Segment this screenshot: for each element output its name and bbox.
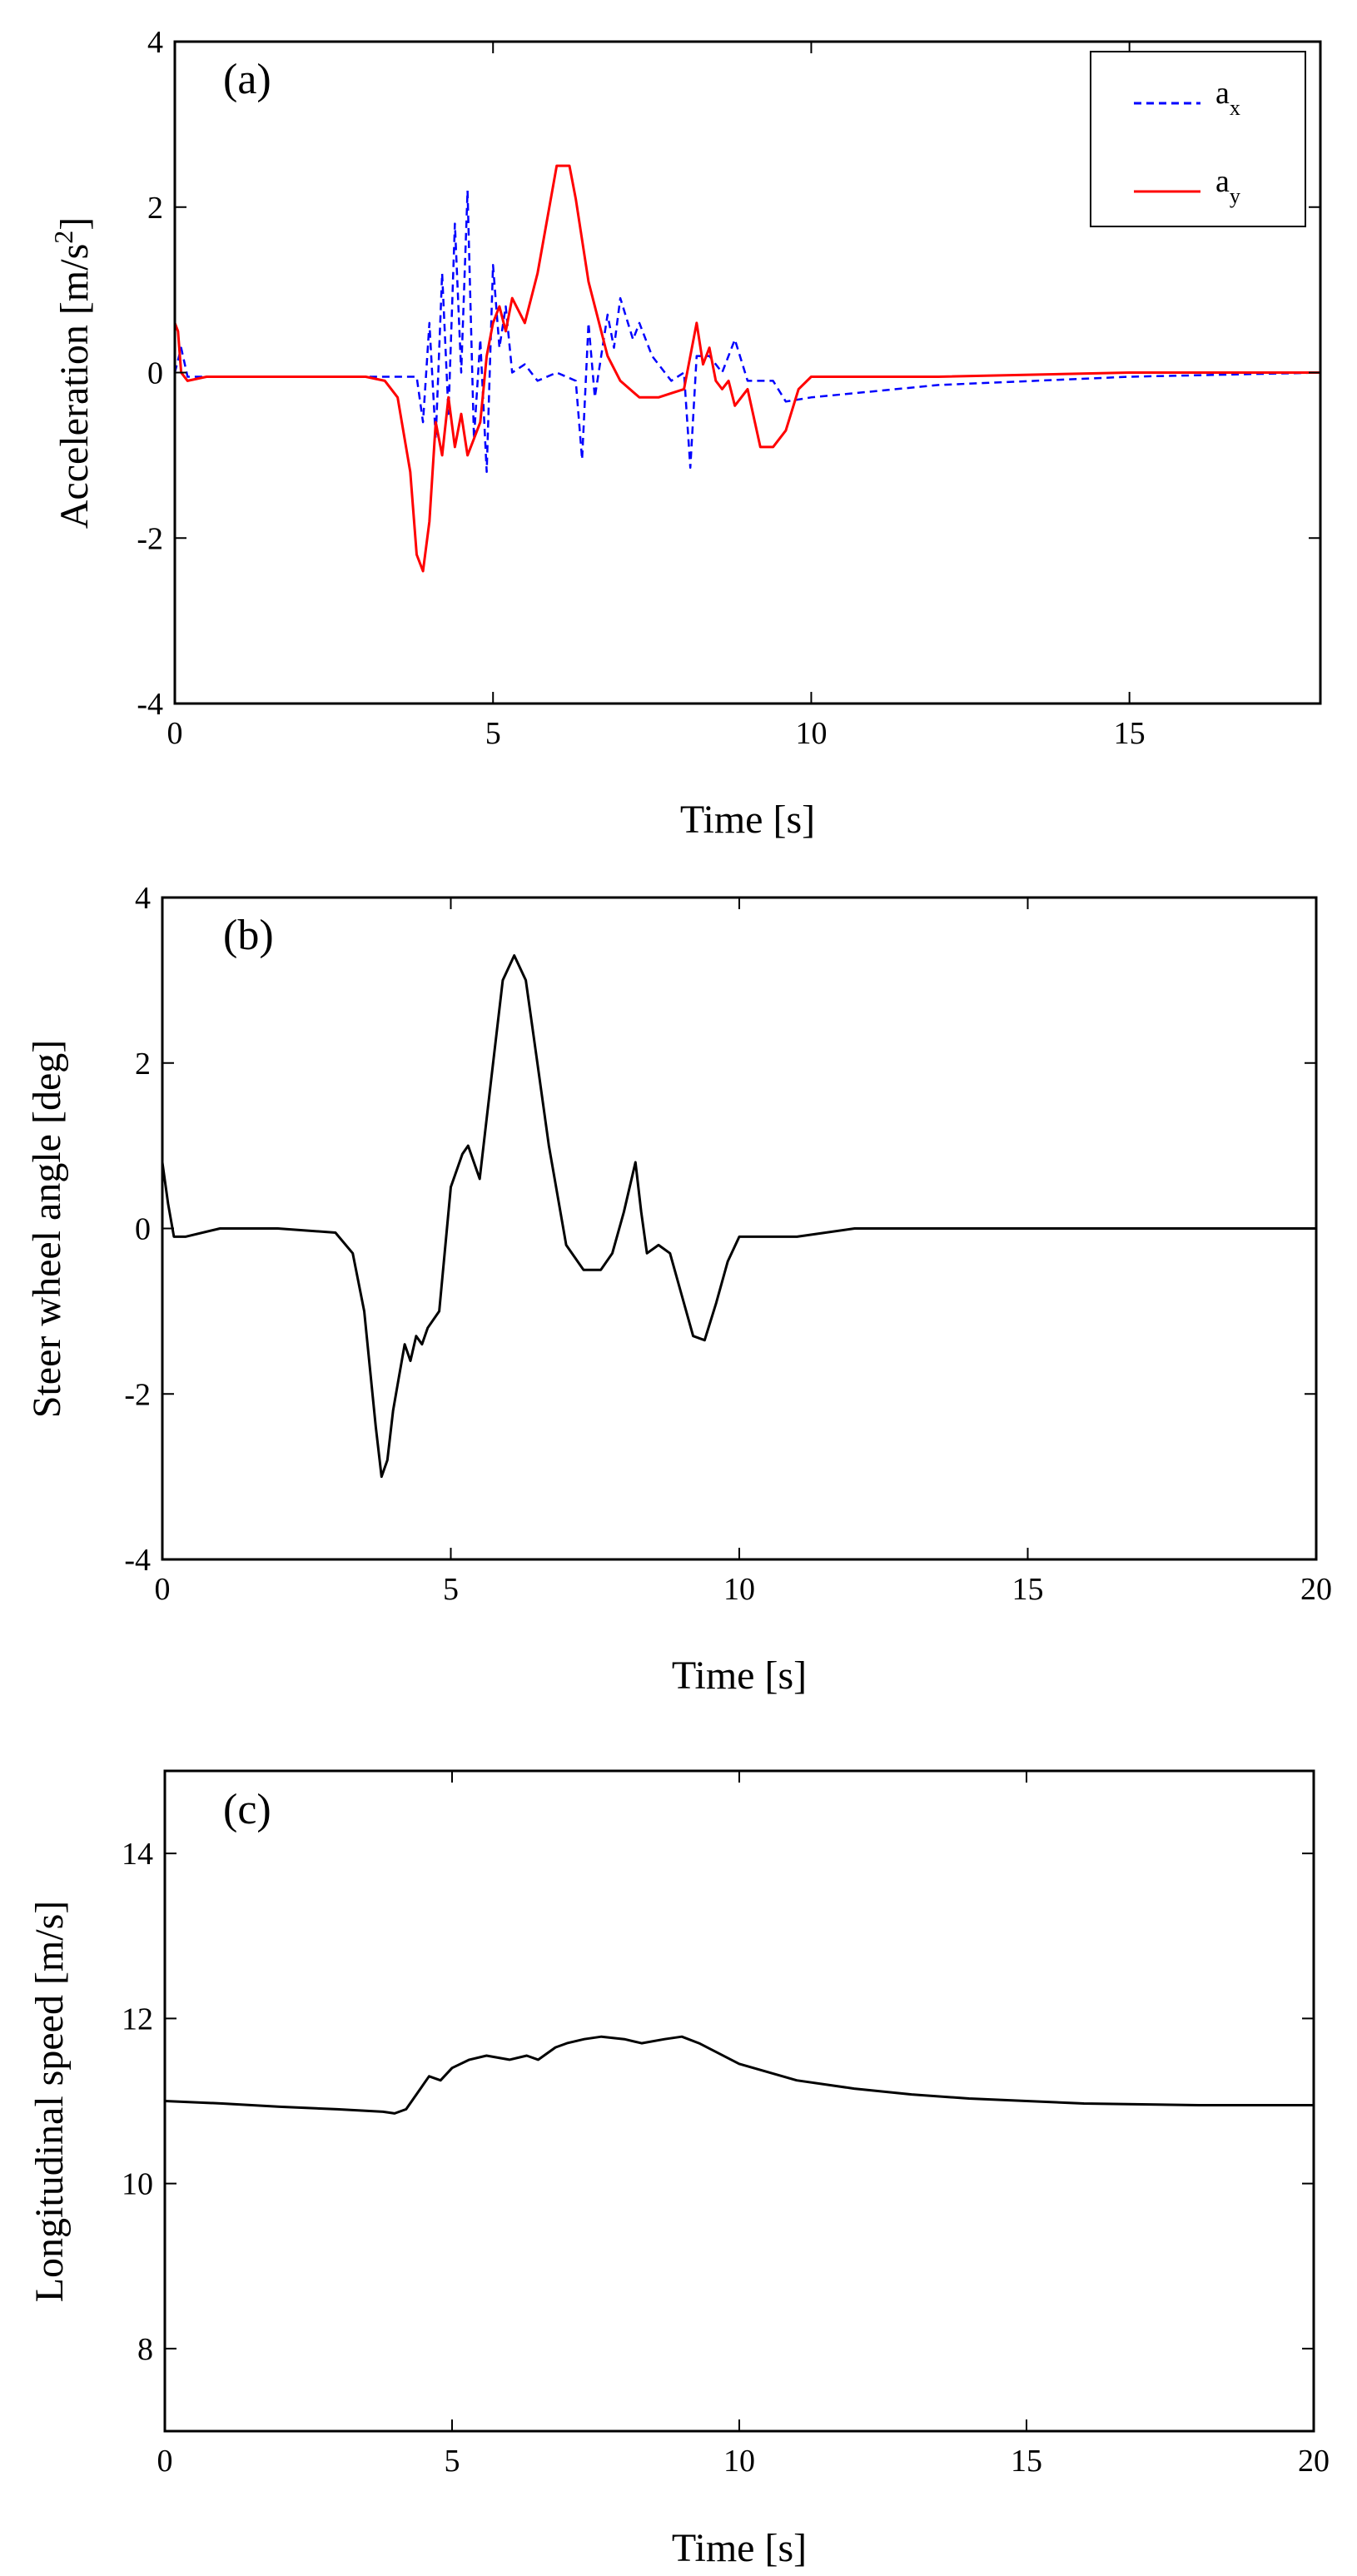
panel-a-ytick-label: -4 xyxy=(137,687,163,722)
panel-a-legend-ax-main: a xyxy=(1215,76,1230,111)
panel-c-series-0-line xyxy=(164,2035,1314,2115)
panel-b-ytick-label: 0 xyxy=(135,1212,151,1247)
panel-b-tag: (b) xyxy=(223,912,274,959)
panel-b-series-0-line xyxy=(161,954,1316,1479)
panel-c-series-group xyxy=(164,2035,1314,2115)
panel-c-xtick-label: 5 xyxy=(445,2444,460,2479)
panel-c-xtick-label: 10 xyxy=(723,2444,755,2479)
panel-c-ytick-label: 12 xyxy=(122,2002,153,2036)
panel-a-legend-box xyxy=(1090,51,1306,227)
panel-c-ylabel: Longitudinal speed [m/s] xyxy=(27,1901,72,2303)
panel-b-xtick-label: 5 xyxy=(443,1572,459,1607)
panel-a-ticks-group: 0 5 10 15 4 2 0 -2 -4 xyxy=(137,25,1320,751)
panel-b-xtick-label: 10 xyxy=(723,1572,755,1607)
panel-c-ticks-group: 0 5 10 15 20 14 12 10 8 xyxy=(122,1771,1330,2479)
panel-a-legend-ax-label: ax xyxy=(1215,76,1240,120)
panel-b-ytick-label: 2 xyxy=(135,1047,151,1082)
panel-a-xlabel: Time [s] xyxy=(680,798,815,842)
panel-a-ylabel-sup: 2 xyxy=(48,231,78,244)
panel-c: 0 5 10 15 20 14 12 10 8 (c) Longitudinal speed [… xyxy=(27,1769,1330,2570)
panel-a-series-ax-line xyxy=(173,189,1321,474)
panel-a-legend: ax ay xyxy=(1090,51,1306,227)
panel-a-legend-ay-main: a xyxy=(1215,164,1230,199)
panel-a-ylabel: Acceleration [m/s2] xyxy=(48,217,97,530)
panel-c-xtick-label: 15 xyxy=(1011,2444,1042,2479)
panel-a-ylabel-main: Acceleration [m/s xyxy=(52,244,97,530)
panel-a-tag: (a) xyxy=(223,56,271,103)
panel-a-legend-ax-sub: x xyxy=(1230,96,1240,120)
panel-a-ytick-label: 2 xyxy=(147,191,163,226)
panel-a-xtick-label: 10 xyxy=(795,716,827,751)
panel-a-ytick-label: 4 xyxy=(147,25,163,60)
panel-b-series-group xyxy=(161,954,1316,1479)
panel-a-xtick-label: 15 xyxy=(1114,716,1146,751)
panel-c-xtick-label: 0 xyxy=(157,2444,173,2479)
panel-b-ytick-label: -4 xyxy=(124,1543,151,1578)
panel-c-ytick-label: 10 xyxy=(122,2167,153,2202)
panel-b-ytick-label: 4 xyxy=(135,881,151,916)
panel-c-ytick-label: 14 xyxy=(122,1837,153,1872)
panel-c-axes-frame xyxy=(163,1769,1315,2433)
panel-b-xtick-label: 15 xyxy=(1012,1572,1044,1607)
panel-c-ytick-label: 8 xyxy=(137,2332,153,2367)
panel-a-ylabel-tail: ] xyxy=(52,217,97,231)
panel-a-legend-ay-sub: y xyxy=(1230,184,1240,208)
panel-a-xtick-label: 0 xyxy=(167,716,183,751)
panel-a-xtick-label: 5 xyxy=(485,716,501,751)
panel-b-ytick-label: -2 xyxy=(124,1377,151,1412)
panel-a-ytick-label: -2 xyxy=(137,521,163,556)
panel-b-xtick-label: 20 xyxy=(1300,1572,1332,1607)
panel-a-legend-ay-label: ay xyxy=(1215,164,1240,208)
panel-b-xtick-label: 0 xyxy=(155,1572,171,1607)
panel-a-series-ay-line xyxy=(173,164,1320,573)
panel-c-xtick-label: 20 xyxy=(1298,2444,1330,2479)
panel-a-ytick-label: 0 xyxy=(147,356,163,391)
panel-c-tag: (c) xyxy=(223,1786,271,1833)
panel-a-series-group xyxy=(173,164,1321,573)
panel-c-xlabel: Time [s] xyxy=(672,2526,807,2570)
panel-b-ylabel: Steer wheel angle [deg] xyxy=(25,1040,69,1418)
panel-b-xlabel: Time [s] xyxy=(672,1654,807,1698)
